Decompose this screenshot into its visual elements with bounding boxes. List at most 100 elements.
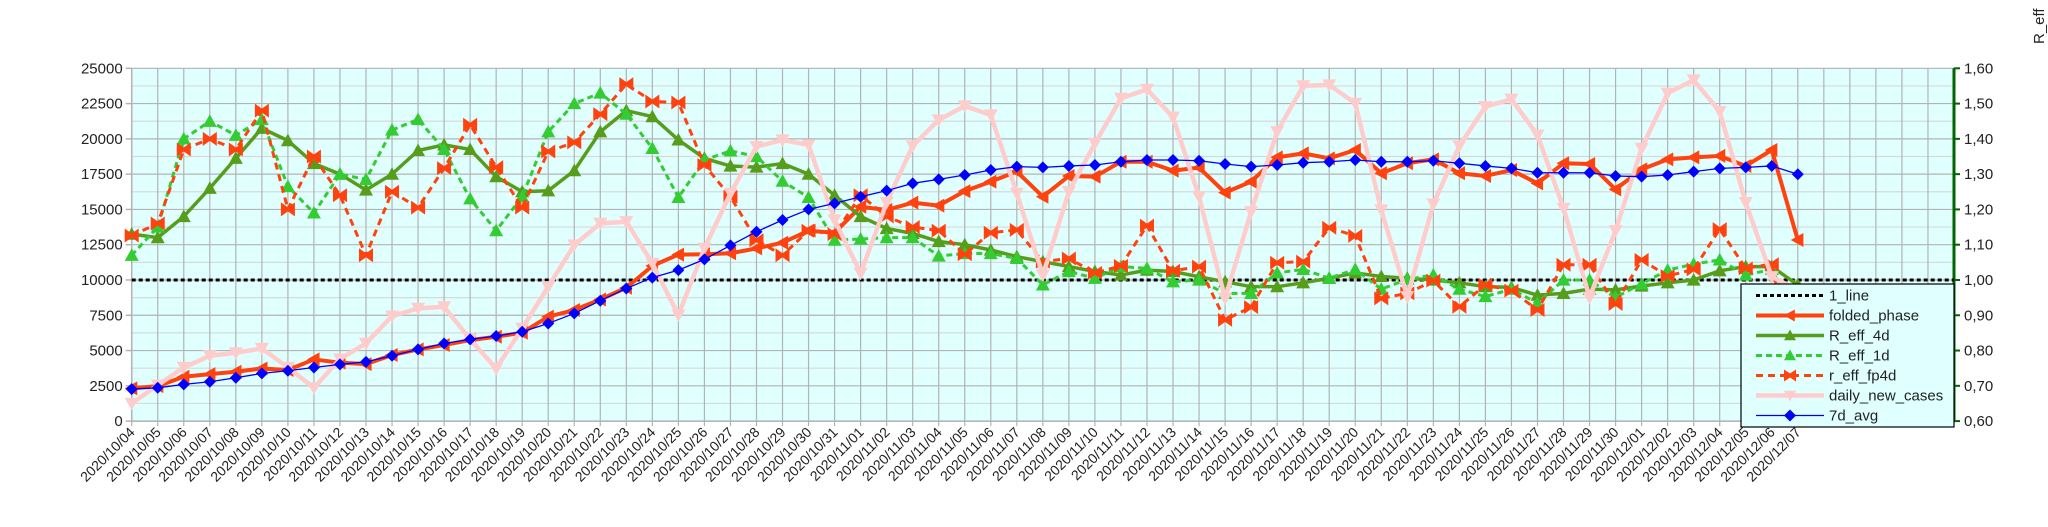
triangle-down-marker [1061, 186, 1076, 199]
triangle-down-marker [1530, 129, 1545, 143]
legend-label: R_eff_1d [1829, 348, 1890, 365]
right-axis-tick-label: 0,80 [1964, 343, 1993, 360]
diamond-marker [412, 343, 425, 356]
triangle-down-marker [1556, 202, 1571, 216]
diamond-marker [724, 239, 737, 252]
triangle-down-marker [1192, 191, 1207, 204]
bowtie-marker [358, 248, 373, 263]
triangle-left-marker [1582, 156, 1596, 171]
diamond-marker [906, 177, 919, 190]
triangle-down-marker [931, 114, 946, 127]
left-axis-tick-label: 15000 [81, 201, 123, 218]
triangle-down-marker [645, 257, 660, 271]
diamond-marker [255, 367, 268, 380]
bowtie-marker [1113, 258, 1128, 273]
diamond-marker [1140, 154, 1153, 167]
diamond-marker [1271, 158, 1284, 171]
triangle-left-marker [1530, 176, 1544, 191]
triangle-left-marker [1244, 174, 1257, 189]
bowtie-marker [1009, 222, 1024, 237]
diamond-marker [125, 383, 138, 396]
diamond-marker [958, 168, 971, 181]
bowtie-marker [1270, 255, 1285, 270]
bowtie-marker [124, 228, 139, 243]
bowtie-marker [983, 225, 998, 240]
triangle-up-marker [593, 124, 608, 138]
bowtie-marker [1738, 261, 1753, 276]
triangle-up-marker [1087, 271, 1102, 284]
triangle-up-marker [1634, 276, 1649, 290]
bowtie-marker [1139, 218, 1154, 233]
left-axis-tick-label: 20000 [81, 131, 123, 148]
series-7d-avg [125, 154, 1804, 396]
bowtie-marker [1087, 265, 1102, 280]
diamond-marker [229, 371, 242, 384]
diamond-marker [854, 190, 867, 203]
diamond-marker [1219, 157, 1232, 170]
triangle-up-marker [1608, 282, 1623, 296]
triangle-down-marker [1478, 100, 1493, 114]
legend-label: 1_line [1829, 288, 1869, 305]
triangle-up-marker [775, 156, 790, 170]
triangle-up-marker [879, 221, 894, 235]
triangle-up-marker [385, 123, 400, 136]
triangle-up-marker [853, 232, 868, 245]
triangle-down-marker [983, 109, 998, 123]
triangle-down-marker [1608, 225, 1623, 238]
diamond-marker [1661, 168, 1674, 181]
triangle-up-marker [541, 183, 556, 197]
triangle-up-marker [280, 179, 295, 193]
bowtie-marker [1556, 257, 1571, 272]
bowtie-marker [1530, 302, 1545, 317]
bowtie-marker [437, 161, 452, 176]
triangle-up-marker [1686, 272, 1701, 286]
diamond-marker [1193, 154, 1206, 167]
triangle-down-marker [905, 140, 920, 153]
diamond-marker [1609, 169, 1622, 182]
triangle-left-marker [671, 247, 684, 262]
diamond-marker [151, 381, 164, 394]
triangle-down-marker [1426, 198, 1441, 212]
triangle-up-marker [124, 248, 139, 261]
diamond-marker [880, 184, 893, 197]
diamond-marker [620, 282, 633, 295]
triangle-left-marker [1686, 150, 1700, 165]
legend-entry: r_eff_fp4d [1756, 368, 1896, 385]
triangle-up-marker [1061, 264, 1076, 278]
diamond-marker [828, 197, 841, 210]
left-axis-tick-label: 0 [114, 413, 122, 430]
triangle-down-marker [1035, 269, 1050, 283]
triangle-up-marker [749, 160, 764, 173]
series-layer [124, 74, 1954, 411]
triangle-up-marker [1270, 265, 1285, 279]
triangle-down-marker [541, 281, 556, 294]
left-axis-tick-label: 17500 [81, 166, 123, 183]
legend-label: R_eff_4d [1829, 328, 1890, 345]
triangle-up-marker [541, 124, 556, 138]
diamond-marker [568, 307, 581, 320]
bowtie-marker [463, 117, 478, 132]
triangle-up-marker [176, 131, 191, 145]
legend-entry: 1_line [1756, 288, 1869, 305]
legend: 1_line folded_phase R_eff_4d R_eff_1d r_eff_… [1740, 283, 1955, 428]
triangle-up-marker [358, 183, 373, 196]
triangle-down-marker [1270, 126, 1285, 139]
bowtie-marker [1660, 269, 1675, 284]
triangle-down-marker [1686, 74, 1701, 88]
triangle-up-marker [358, 172, 373, 186]
triangle-down-marker [1712, 106, 1727, 119]
triangle-up-marker [1296, 275, 1311, 289]
diamond-marker [984, 164, 997, 177]
triangle-left-marker [957, 184, 971, 199]
triangle-up-marker [489, 223, 504, 237]
bowtie-marker [1582, 257, 1597, 272]
triangle-down-marker [385, 310, 400, 324]
triangle-down-marker [358, 337, 373, 351]
triangle-left-marker [1270, 150, 1283, 165]
triangle-left-marker [1608, 182, 1622, 197]
triangle-left-marker [1634, 162, 1648, 177]
triangle-up-marker [280, 133, 295, 147]
triangle-up-marker [1738, 268, 1753, 281]
triangle-down-marker [827, 214, 842, 228]
bowtie-marker [619, 77, 634, 92]
